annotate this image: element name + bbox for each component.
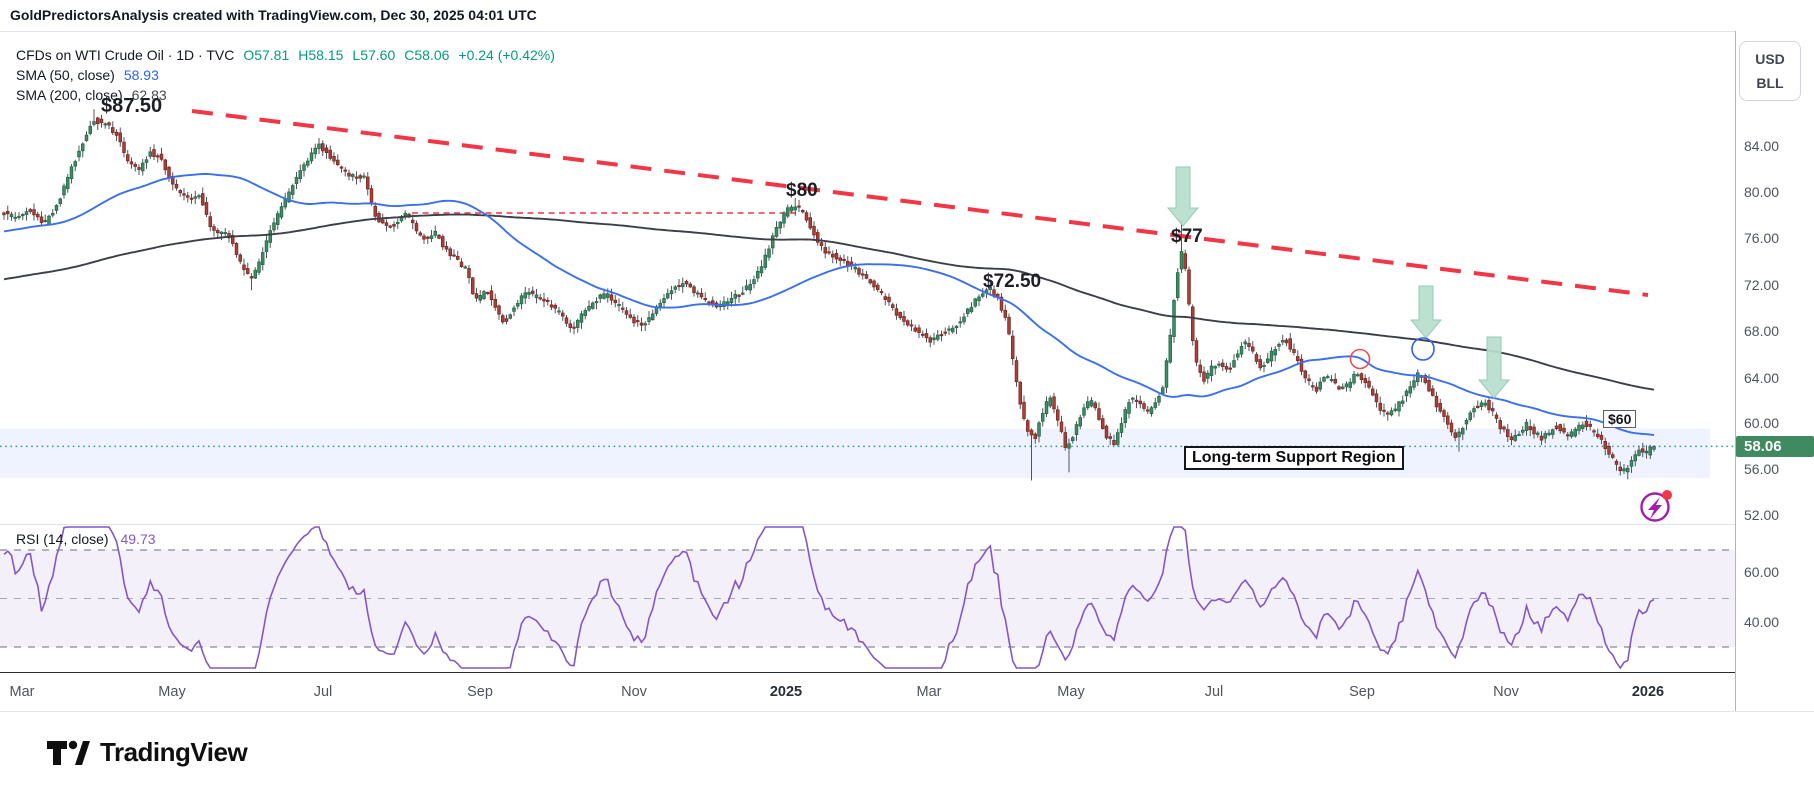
currency-unit-toggle[interactable]: USD BLL xyxy=(1739,41,1801,101)
price-axis-label-56.00: 56.00 xyxy=(1744,461,1780,477)
price-axis-label-52.00: 52.00 xyxy=(1744,507,1780,523)
sma200-label: SMA (200, close) xyxy=(16,87,123,103)
watermark-attribution: GoldPredictorsAnalysis created with Trad… xyxy=(10,7,537,23)
price-axis-column[interactable] xyxy=(1735,31,1814,711)
flash-idea-icon[interactable] xyxy=(1640,490,1673,522)
time-axis-label-Nov: Nov xyxy=(1493,684,1519,700)
currency-usd-label[interactable]: USD xyxy=(1755,50,1785,67)
annotation-price-80[interactable]: $80 xyxy=(786,180,818,201)
sma200-value: 62.83 xyxy=(131,87,167,103)
down-arrow-annotation-1[interactable] xyxy=(1166,166,1200,227)
tradingview-brand-text: TradingView xyxy=(100,737,248,767)
price-axis-label-72.00: 72.00 xyxy=(1744,277,1780,293)
rsi-axis-label-60.00: 60.00 xyxy=(1744,564,1780,580)
sma200-line xyxy=(3,213,1655,391)
support-region-label[interactable]: Long-term Support Region xyxy=(1184,446,1404,470)
last-price-badge: 58.06 xyxy=(1736,436,1814,457)
time-axis-label-Nov: Nov xyxy=(621,684,647,700)
time-axis-label-Sep: Sep xyxy=(467,684,493,700)
highlight-circle-blue[interactable] xyxy=(1411,337,1435,361)
time-axis-label-Mar: Mar xyxy=(916,684,942,700)
rsi-label: RSI (14, close) xyxy=(16,531,109,547)
rsi-value: 49.73 xyxy=(120,531,156,547)
chart-legend: CFDs on WTI Crude Oil · 1D · TVC O57.81 … xyxy=(16,45,555,105)
sma50-value: 58.93 xyxy=(123,67,159,83)
sma50-label: SMA (50, close) xyxy=(16,67,115,83)
legend-open: O57.81 xyxy=(243,47,290,63)
annotation-price-77[interactable]: $77 xyxy=(1171,226,1203,247)
time-axis-label-May: May xyxy=(1057,684,1085,700)
time-axis-label-Jul: Jul xyxy=(1204,684,1224,700)
price-axis-label-84.00: 84.00 xyxy=(1744,138,1780,154)
time-axis-label-May: May xyxy=(158,684,186,700)
legend-symbol-row[interactable]: CFDs on WTI Crude Oil · 1D · TVC O57.81 … xyxy=(16,45,555,65)
legend-close: C58.06 xyxy=(404,47,450,63)
annotation-price-87-50[interactable]: $87.50 xyxy=(101,95,163,117)
unit-bll-label[interactable]: BLL xyxy=(1756,75,1784,92)
price-axis-label-80.00: 80.00 xyxy=(1744,184,1780,200)
bottom-border xyxy=(0,711,1814,712)
time-axis-label-2026: 2026 xyxy=(1631,684,1665,700)
legend-series-title: CFDs on WTI Crude Oil · 1D · TVC xyxy=(16,47,235,63)
sma50-line xyxy=(3,172,1655,437)
time-axis-border xyxy=(0,672,1735,673)
candlestick-series xyxy=(2,109,1656,481)
tradingview-brand[interactable]: TradingView xyxy=(46,737,248,768)
legend-change: +0.24 (+0.42%) xyxy=(458,47,555,63)
time-axis-label-Mar: Mar xyxy=(9,684,35,700)
descending-resistance-trendline xyxy=(191,109,1649,297)
pane-divider[interactable] xyxy=(0,524,1814,525)
legend-low: L57.60 xyxy=(352,47,396,63)
tradingview-logo-icon xyxy=(47,740,90,765)
legend-high: H58.15 xyxy=(298,47,344,63)
down-arrow-annotation-2[interactable] xyxy=(1409,285,1443,339)
price-axis-label-64.00: 64.00 xyxy=(1744,370,1780,386)
price-axis-label-60.00: 60.00 xyxy=(1744,415,1780,431)
price-axis-label-68.00: 68.00 xyxy=(1744,323,1780,339)
highlight-circle-red[interactable] xyxy=(1349,348,1371,370)
time-axis-label-Sep: Sep xyxy=(1349,684,1375,700)
pane-top-border xyxy=(0,31,1814,32)
annotation-price-72-50[interactable]: $72.50 xyxy=(983,271,1042,292)
rsi-legend-row[interactable]: RSI (14, close) 49.73 xyxy=(16,531,156,547)
support-region-band xyxy=(0,428,1710,479)
time-axis-label-Jul: Jul xyxy=(313,684,333,700)
annotation-price-60-box[interactable]: $60 xyxy=(1603,410,1637,428)
rsi-line xyxy=(3,526,1655,670)
price-axis-label-76.00: 76.00 xyxy=(1744,230,1780,246)
time-axis-label-2025: 2025 xyxy=(769,684,803,700)
rsi-axis-label-40.00: 40.00 xyxy=(1744,614,1780,630)
down-arrow-annotation-3[interactable] xyxy=(1477,336,1511,399)
legend-sma200-row[interactable]: SMA (200, close) 62.83 xyxy=(16,85,555,105)
legend-sma50-row[interactable]: SMA (50, close) 58.93 xyxy=(16,65,555,85)
